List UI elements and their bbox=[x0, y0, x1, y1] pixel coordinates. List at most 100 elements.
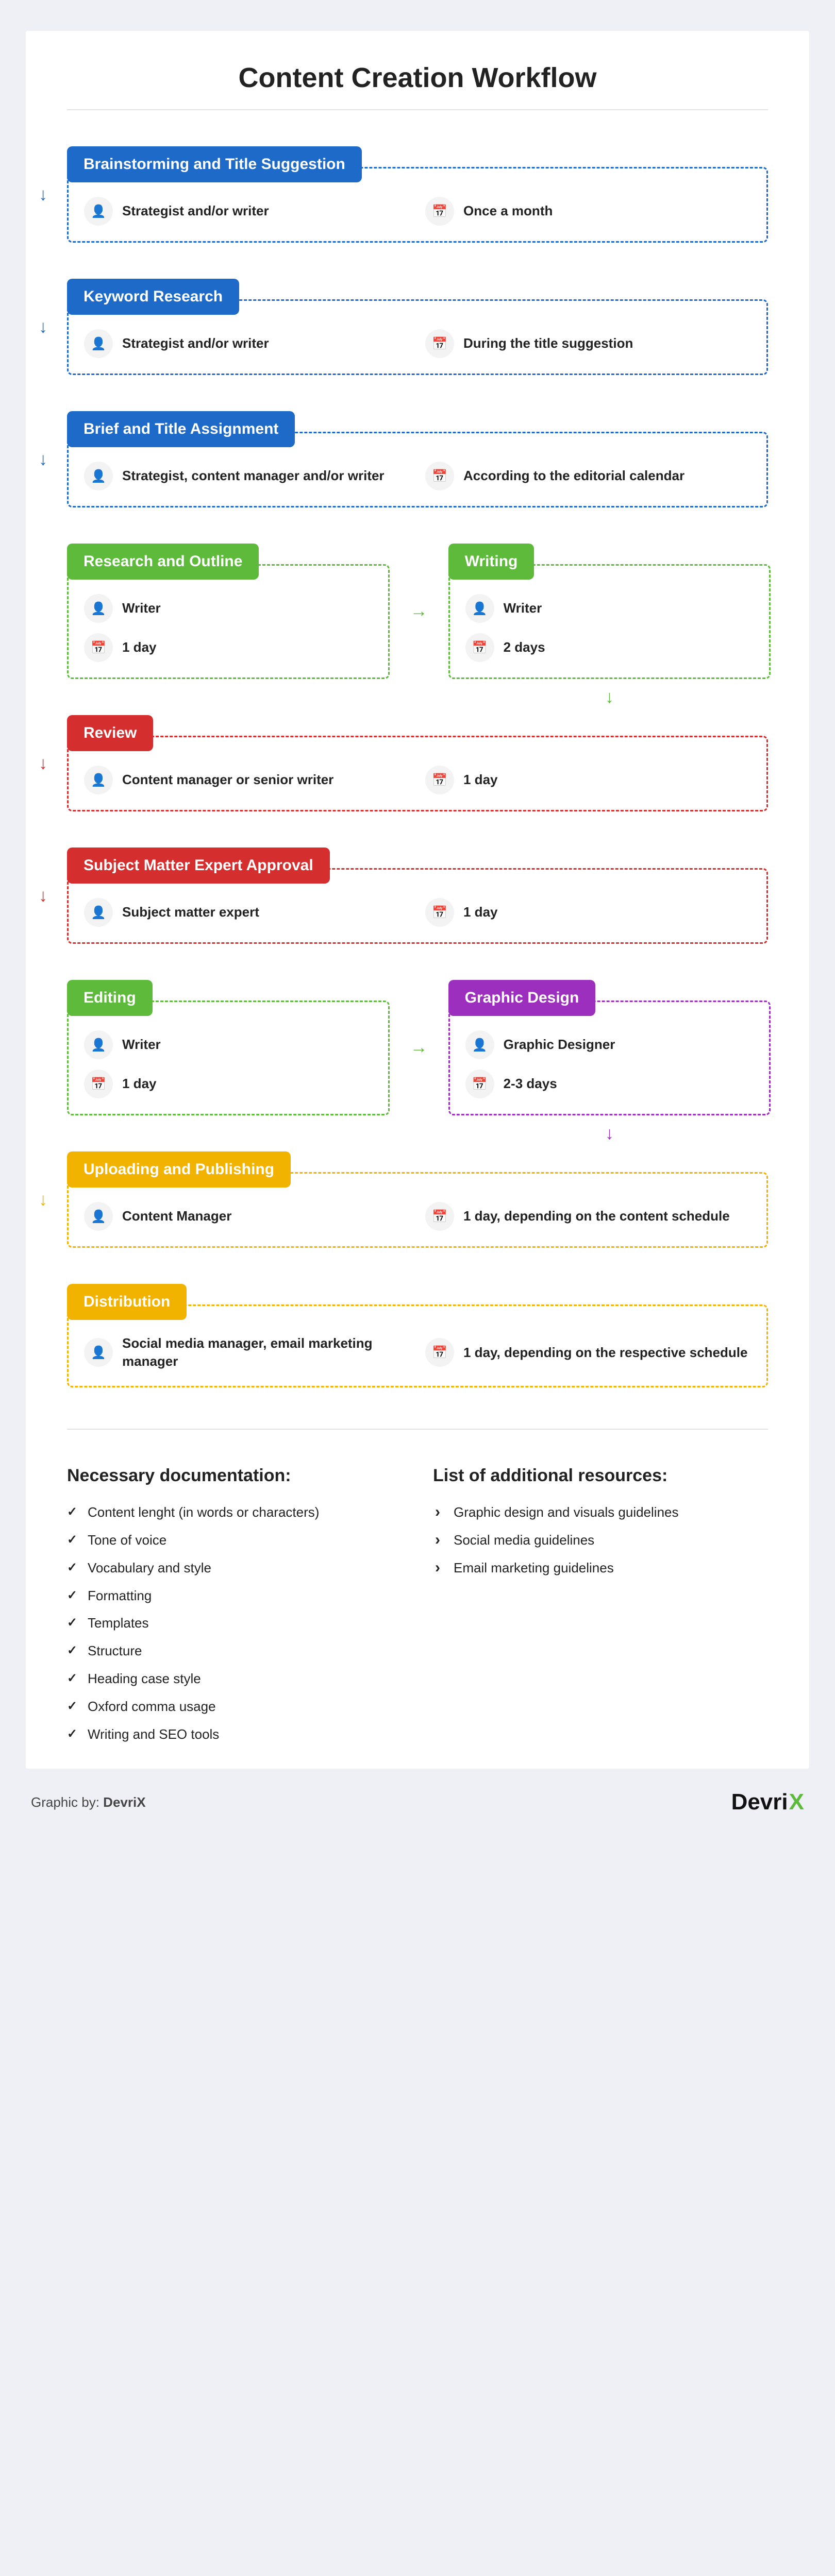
calendar-icon: 📅 bbox=[425, 1202, 454, 1231]
step-row: Research and Outline 👤 Writer 📅 1 day → Wr… bbox=[67, 544, 768, 679]
step-distribution: Distribution 👤 Social media manager, emai… bbox=[67, 1284, 768, 1387]
list-item: Social media guidelines bbox=[433, 1527, 768, 1554]
list-item: Tone of voice bbox=[67, 1527, 402, 1554]
calendar-icon: 📅 bbox=[465, 1070, 494, 1098]
when-text: Once a month bbox=[463, 202, 553, 220]
resources-items: Graphic design and visuals guidelines So… bbox=[433, 1499, 768, 1582]
when-text: 1 day bbox=[463, 903, 498, 921]
list-item: Oxford comma usage bbox=[67, 1693, 402, 1721]
calendar-icon: 📅 bbox=[425, 329, 454, 358]
when-text: During the title suggestion bbox=[463, 334, 633, 352]
list-item: Structure bbox=[67, 1637, 402, 1665]
step-row: ↓ Keyword Research 👤Strategist and/or wr… bbox=[67, 279, 768, 375]
arrow-down-icon: ↓ bbox=[605, 1124, 614, 1144]
calendar-icon: 📅 bbox=[425, 766, 454, 794]
person-icon: 👤 bbox=[84, 1030, 113, 1059]
step-row: Editing 👤 Writer 📅 1 day → Graphic Design … bbox=[67, 980, 768, 1115]
resources-list: List of additional resources: Graphic de… bbox=[433, 1455, 768, 1748]
resources-heading: List of additional resources: bbox=[433, 1466, 768, 1486]
person-icon: 👤 bbox=[465, 594, 494, 623]
person-icon: 👤 bbox=[84, 329, 113, 358]
step-row: ↓ Brief and Title Assignment 👤Strategist… bbox=[67, 411, 768, 507]
step-brainstorm: Brainstorming and Title Suggestion 👤 Str… bbox=[67, 146, 768, 243]
step-graphic: Graphic Design 👤Graphic Designer 📅2-3 da… bbox=[448, 980, 771, 1115]
when-text: 1 day bbox=[122, 1075, 157, 1093]
calendar-icon: 📅 bbox=[465, 633, 494, 662]
by-brand: DevriX bbox=[103, 1794, 145, 1810]
calendar-icon: 📅 bbox=[425, 197, 454, 226]
arrow-down-icon: ↓ bbox=[39, 886, 47, 906]
step-row: Distribution 👤 Social media manager, emai… bbox=[67, 1284, 768, 1387]
divider bbox=[67, 1429, 768, 1430]
arrow-down-icon: ↓ bbox=[605, 687, 614, 707]
arrow-down-icon: ↓ bbox=[39, 317, 47, 337]
list-item: Graphic design and visuals guidelines bbox=[433, 1499, 768, 1527]
calendar-icon: 📅 bbox=[84, 1070, 113, 1098]
arrow-right-icon: → bbox=[410, 1038, 428, 1058]
who-text: Subject matter expert bbox=[122, 903, 259, 921]
who-text: Writer bbox=[122, 1036, 161, 1054]
step-title: Editing bbox=[67, 980, 153, 1016]
page-title: Content Creation Workflow bbox=[67, 62, 768, 94]
step-body: 👤 Writer 📅 1 day bbox=[67, 1001, 390, 1115]
person-icon: 👤 bbox=[84, 1338, 113, 1367]
arrow-down-icon: ↓ bbox=[39, 184, 47, 205]
calendar-icon: 📅 bbox=[425, 462, 454, 490]
step-keyword: Keyword Research 👤 Strategist and/or writ… bbox=[67, 279, 768, 375]
person-icon: 👤 bbox=[84, 766, 113, 794]
step-editing: Editing 👤 Writer 📅 1 day bbox=[67, 980, 390, 1115]
brand-logo: DevriX bbox=[731, 1789, 804, 1815]
person-icon: 👤 bbox=[84, 898, 113, 927]
who-cell: 👤 Strategist and/or writer bbox=[84, 197, 410, 226]
list-item: Heading case style bbox=[67, 1665, 402, 1693]
step-row: ↓ Subject Matter Expert Approval 👤Subjec… bbox=[67, 848, 768, 944]
who-text: Graphic Designer bbox=[504, 1036, 615, 1054]
step-body: 👤Writer 📅1 day bbox=[67, 564, 390, 679]
person-icon: 👤 bbox=[84, 1202, 113, 1231]
docs-list: Necessary documentation: Content lenght … bbox=[67, 1455, 402, 1748]
logo-x: X bbox=[789, 1789, 804, 1815]
docs-items: Content lenght (in words or characters) … bbox=[67, 1499, 402, 1748]
step-research: Research and Outline 👤Writer 📅1 day bbox=[67, 544, 390, 679]
when-text: 1 day, depending on the content schedule bbox=[463, 1207, 730, 1225]
step-upload: Uploading and Publishing 👤Content Manage… bbox=[67, 1151, 768, 1248]
step-title: Keyword Research bbox=[67, 279, 239, 315]
person-icon: 👤 bbox=[84, 197, 113, 226]
calendar-icon: 📅 bbox=[425, 1338, 454, 1367]
divider bbox=[67, 109, 768, 110]
workflow: ↓ Brainstorming and Title Suggestion 👤 S… bbox=[67, 146, 768, 1387]
list-item: Vocabulary and style bbox=[67, 1554, 402, 1582]
logo-main: Devri bbox=[731, 1789, 788, 1815]
step-row: ↓ Review 👤Content manager or senior writ… bbox=[67, 715, 768, 811]
step-title: Brainstorming and Title Suggestion bbox=[67, 146, 362, 182]
who-text: Strategist and/or writer bbox=[122, 334, 269, 352]
when-text: 2 days bbox=[504, 638, 545, 656]
step-title: Brief and Title Assignment bbox=[67, 411, 295, 447]
who-text: Strategist and/or writer bbox=[122, 202, 269, 220]
who-text: Social media manager, email marketing ma… bbox=[122, 1334, 410, 1370]
arrow-down-icon: ↓ bbox=[39, 449, 47, 469]
step-writing: Writing 👤 Writer 📅 2 days bbox=[448, 544, 771, 679]
step-review: Review 👤Content manager or senior writer… bbox=[67, 715, 768, 811]
who-text: Writer bbox=[122, 599, 161, 617]
arrow-down-icon: ↓ bbox=[39, 1190, 47, 1210]
when-text: According to the editorial calendar bbox=[463, 467, 684, 485]
list-item: Content lenght (in words or characters) bbox=[67, 1499, 402, 1527]
step-title: Uploading and Publishing bbox=[67, 1151, 291, 1188]
list-item: Formatting bbox=[67, 1582, 402, 1610]
step-row: ↓ Uploading and Publishing 👤Content Mana… bbox=[67, 1151, 768, 1248]
step-title: Writing bbox=[448, 544, 535, 580]
person-icon: 👤 bbox=[84, 594, 113, 623]
arrow-right-icon: → bbox=[410, 601, 428, 621]
who-text: Strategist, content manager and/or write… bbox=[122, 467, 385, 485]
calendar-icon: 📅 bbox=[425, 898, 454, 927]
step-sme: Subject Matter Expert Approval 👤Subject … bbox=[67, 848, 768, 944]
when-text: 1 day, depending on the respective sched… bbox=[463, 1344, 747, 1362]
when-text: 1 day bbox=[122, 638, 157, 656]
step-title: Research and Outline bbox=[67, 544, 259, 580]
arrow-down-icon: ↓ bbox=[39, 753, 47, 773]
step-row: ↓ Brainstorming and Title Suggestion 👤 S… bbox=[67, 146, 768, 243]
step-title: Distribution bbox=[67, 1284, 187, 1320]
lists: Necessary documentation: Content lenght … bbox=[67, 1455, 768, 1748]
who-text: Writer bbox=[504, 599, 542, 617]
